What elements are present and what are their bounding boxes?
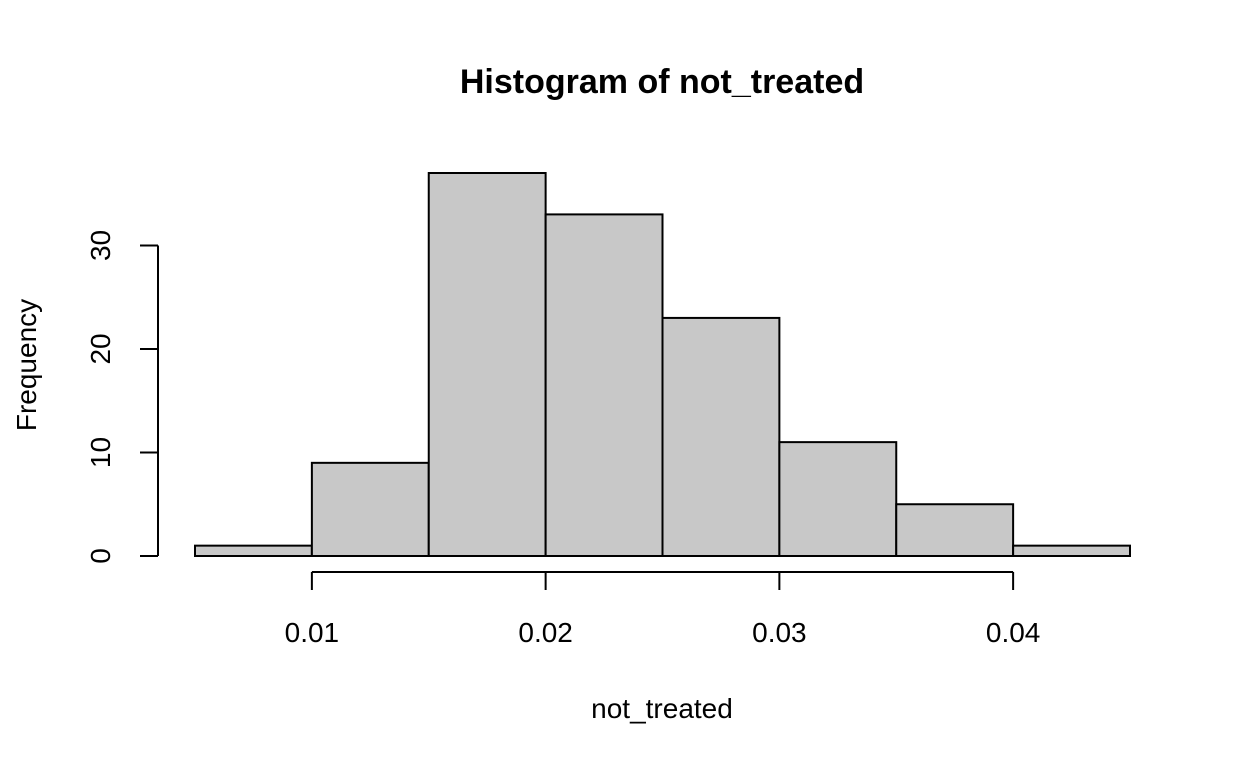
histogram-bar-4 <box>544 213 664 558</box>
histogram-bar-5 <box>661 316 781 557</box>
histogram-bar-2 <box>310 461 430 557</box>
x-axis-tick-label-3: 0.03 <box>752 617 807 648</box>
y-axis-tick-label-4: 30 <box>85 230 116 261</box>
histogram-bar-8 <box>1012 544 1131 557</box>
x-axis-tick-label-2: 0.02 <box>518 617 573 648</box>
histogram-bars <box>194 172 1131 558</box>
y-axis-tick-label-3: 20 <box>85 333 116 364</box>
y-axis: 0 10 20 30 <box>85 230 159 564</box>
x-axis-label: not_treated <box>591 693 733 724</box>
histogram-bar-6 <box>778 441 898 557</box>
y-axis-tick-label-1: 0 <box>85 548 116 564</box>
x-axis-tick-label-1: 0.01 <box>285 617 340 648</box>
y-axis-tick-label-2: 10 <box>85 437 116 468</box>
histogram-bar-7 <box>895 503 1015 558</box>
histogram-bar-1 <box>194 544 313 557</box>
histogram-bar-3 <box>427 172 547 557</box>
x-axis-tick-label-4: 0.04 <box>986 617 1041 648</box>
y-axis-label: Frequency <box>11 299 42 431</box>
chart-title: Histogram of not_treated <box>460 63 864 101</box>
x-axis: 0.01 0.02 0.03 0.04 <box>285 571 1041 648</box>
